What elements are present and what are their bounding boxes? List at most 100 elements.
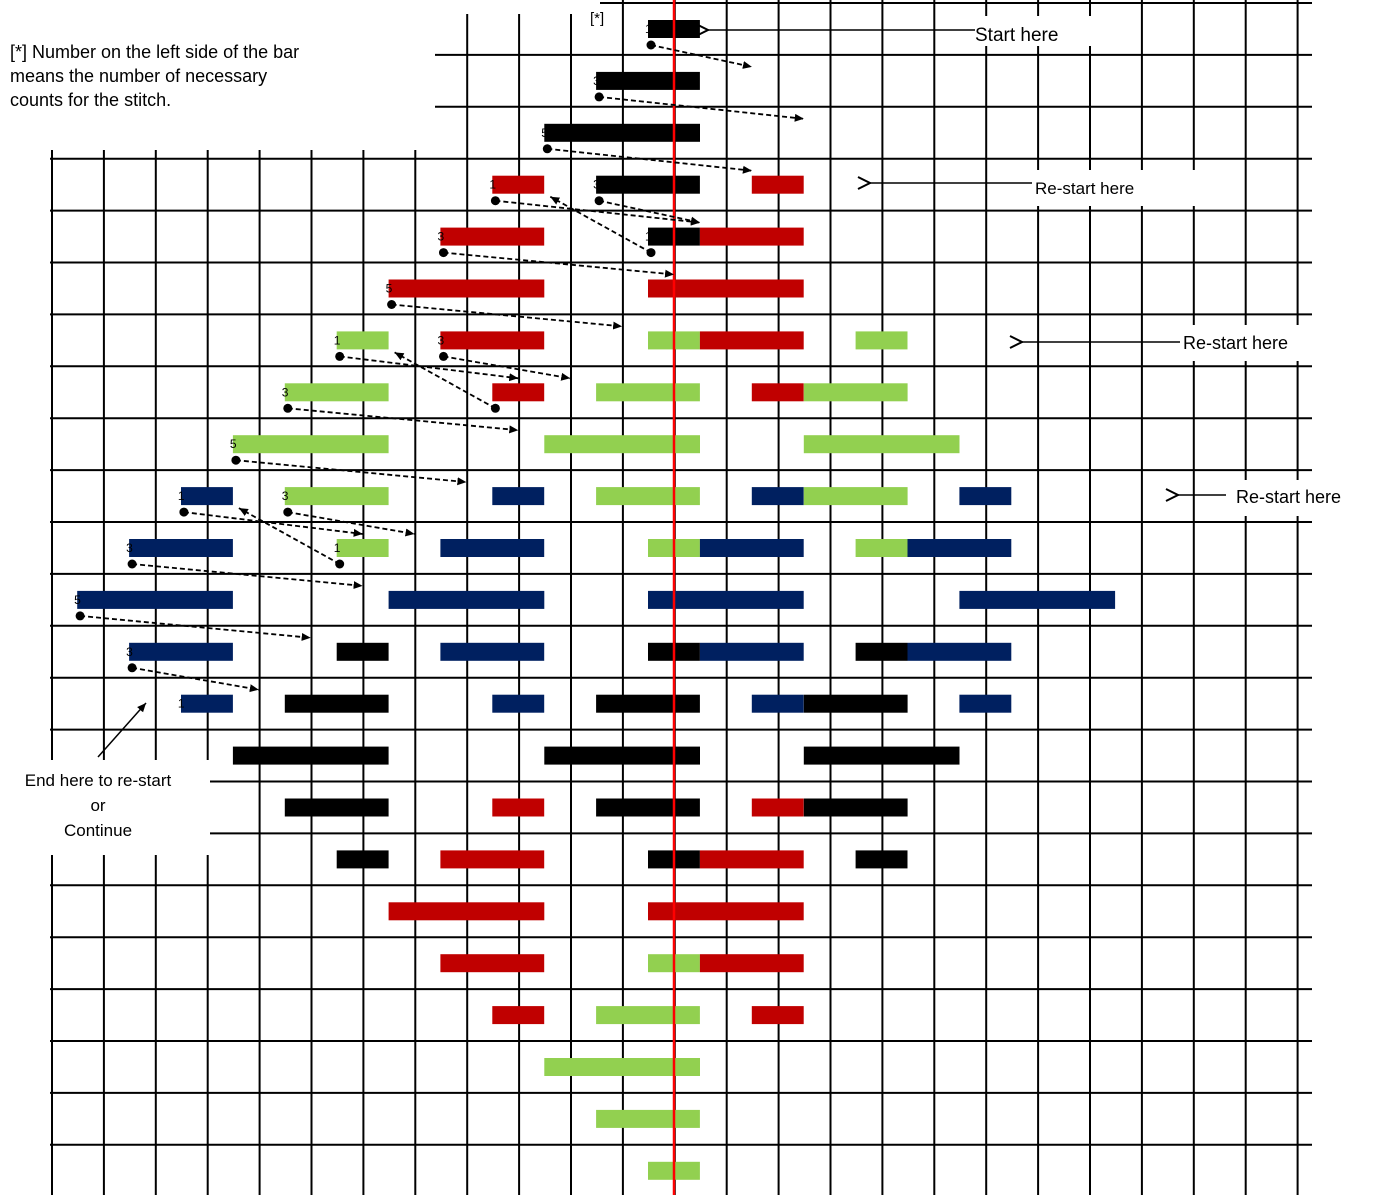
- stitch-order-arrow: [547, 147, 752, 174]
- stitch-bars: [77, 20, 1116, 1180]
- stitch-bar-red: [699, 331, 804, 350]
- stitch-bar-red: [440, 227, 545, 246]
- stitch-bar-black: [336, 642, 389, 661]
- stitch-bar-navy: [648, 590, 804, 609]
- restart-2-panel: [1178, 325, 1377, 361]
- stitch-bar-navy: [181, 694, 233, 713]
- stitch-order-arrow: [287, 407, 519, 434]
- stitch-bar-black: [336, 850, 389, 869]
- stitch-bar-red: [388, 902, 545, 921]
- end-here-note: End here to re-start or Continue: [24, 771, 172, 840]
- stitch-bar-red: [492, 798, 545, 817]
- stitch-bar-black: [855, 642, 908, 661]
- stitch-count-labels: 1 3 5 1 3 3 1 5 1 3 3 5 1 3 3 1 5 3 1: [74, 22, 652, 711]
- stitch-order-arrow: [132, 563, 363, 590]
- stitch-bar-black: [544, 746, 700, 765]
- stitch-bar-red: [648, 279, 804, 298]
- stitch-count: 5: [230, 437, 237, 451]
- start-here-label: Start here: [975, 25, 1058, 46]
- stitch-order-arrow: [650, 44, 753, 69]
- top-margin: [0, 0, 600, 14]
- stitch-bar-black: [284, 694, 389, 713]
- stitch-count: 3: [126, 541, 133, 555]
- start-label-panel: [960, 16, 1120, 46]
- stitch-count: 3: [438, 230, 445, 244]
- stitch-bar-navy: [699, 642, 804, 661]
- stitch-count: 1: [489, 178, 496, 192]
- stitch-bar-red: [440, 331, 545, 350]
- stitch-bar-navy: [492, 487, 545, 506]
- stitch-bar-black: [284, 798, 389, 817]
- stitch-order-arrow: [598, 199, 701, 225]
- stitch-bar-green: [855, 331, 908, 350]
- stitch-bar-navy: [907, 642, 1012, 661]
- end-here-arrow: [97, 702, 147, 758]
- stitch-bar-black: [855, 850, 908, 869]
- restart-3-label: Re-start here: [1236, 487, 1341, 507]
- stitch-count: 5: [541, 126, 548, 140]
- stitch-order-arrow: [339, 355, 519, 382]
- stitch-count: 1: [645, 230, 652, 244]
- stitch-bar-red: [699, 850, 804, 869]
- stitch-count: 1: [334, 541, 341, 555]
- stitch-bar-navy: [492, 694, 545, 713]
- stitch-bar-green: [803, 435, 960, 454]
- stitch-bar-red: [440, 850, 545, 869]
- stitch-bar-red: [699, 954, 804, 973]
- stitch-bar-green: [855, 539, 908, 557]
- stitch-bar-black: [596, 694, 700, 713]
- stitch-bar-green: [544, 435, 700, 454]
- end-note-panel: [0, 760, 210, 855]
- stitch-bar-green: [336, 539, 389, 557]
- stitch-bar-navy: [959, 694, 1012, 713]
- stitch-bar-red: [751, 1006, 804, 1025]
- stitch-count: 3: [126, 645, 133, 659]
- stitch-order-arrow: [443, 355, 571, 381]
- stitch-bar-green: [336, 331, 389, 350]
- callouts: Start here Re-start here Re-start here R…: [97, 25, 1341, 758]
- stitch-count: 3: [438, 333, 445, 347]
- stitch-bar-black: [232, 746, 389, 765]
- stitch-order-arrow: [599, 96, 804, 122]
- stitch-bar-navy: [388, 590, 545, 609]
- stitch-bar-black: [544, 123, 700, 142]
- stitch-order-arrows: [75, 40, 804, 693]
- stitch-bar-navy: [129, 539, 233, 557]
- restart-1-panel: [1030, 170, 1200, 206]
- stitch-bar-green: [596, 1109, 700, 1128]
- stitch-order-arrow: [183, 511, 363, 537]
- stitch-bar-red: [388, 279, 545, 298]
- stitch-count: 5: [386, 282, 393, 296]
- stitch-bar-black: [803, 746, 960, 765]
- footnote-marker: [*]: [590, 10, 605, 27]
- stitch-bar-black: [596, 175, 700, 194]
- stitch-bar-red: [492, 1006, 545, 1025]
- stitch-order-arrow: [391, 303, 623, 330]
- stitch-count: 3: [593, 74, 600, 88]
- stitch-bar-red: [440, 954, 545, 973]
- stitch-bar-green: [596, 487, 700, 506]
- stitch-order-arrow: [495, 199, 701, 226]
- restart-1-label: Re-start here: [1035, 179, 1134, 198]
- stitch-count: 1: [645, 22, 652, 36]
- stitch-bar-navy: [77, 590, 233, 609]
- stitch-bar-navy: [181, 487, 233, 506]
- stitch-order-arrow: [80, 615, 311, 641]
- stitch-bar-green: [803, 487, 908, 506]
- stitch-order-arrow: [394, 351, 496, 410]
- stitch-bar-navy: [907, 539, 1012, 557]
- stitch-order-arrow: [235, 459, 467, 486]
- stitch-count: 1: [178, 489, 185, 503]
- restart-2-label: Re-start here: [1183, 333, 1288, 353]
- stitch-bar-red: [751, 383, 804, 402]
- stitch-bar-green: [284, 383, 389, 402]
- stitch-bar-navy: [751, 694, 804, 713]
- footnote-panel: [0, 0, 435, 150]
- stitch-order-arrow: [131, 666, 259, 693]
- stitch-order-arrow: [238, 507, 341, 565]
- stitch-count: 1: [334, 333, 341, 347]
- stitch-bar-green: [232, 435, 389, 454]
- stitch-bar-navy: [440, 539, 545, 557]
- stitch-count: 3: [593, 178, 600, 192]
